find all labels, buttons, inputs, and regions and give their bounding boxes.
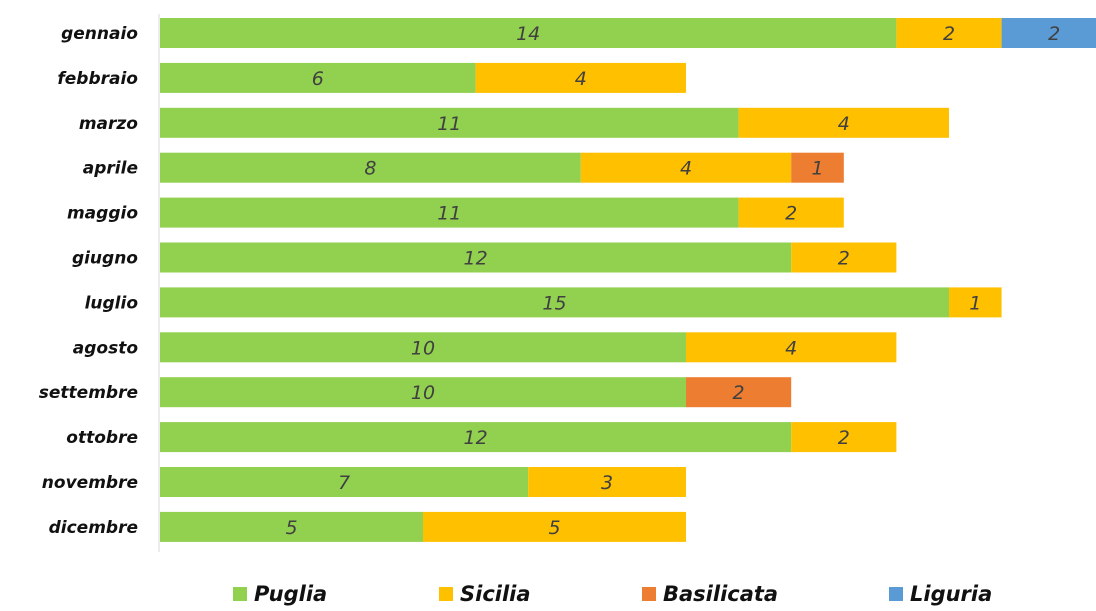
- category-label-marzo: marzo: [79, 114, 138, 134]
- legend-label-puglia: Puglia: [254, 582, 328, 606]
- data-label-sicilia-febbraio: 4: [575, 68, 587, 90]
- legend-label-basilicata: Basilicata: [663, 582, 779, 606]
- data-label-sicilia-aprile: 4: [680, 158, 692, 180]
- bar-puglia-dicembre: [160, 511, 423, 542]
- bar-sicilia-febbraio: [475, 62, 686, 93]
- bar-puglia-marzo: [160, 107, 739, 138]
- bar-sicilia-gennaio: [896, 18, 1002, 48]
- data-label-basilicata-aprile: 1: [811, 158, 823, 180]
- bar-puglia-ottobre: [160, 422, 792, 453]
- bar-puglia-maggio: [160, 197, 739, 228]
- bar-liguria-gennaio: [1001, 18, 1096, 48]
- legend-swatch-sicilia: [439, 587, 453, 601]
- bar-sicilia-luglio: [949, 287, 1002, 318]
- bar-puglia-gennaio: [160, 18, 897, 48]
- bar-basilicata-aprile: [791, 152, 844, 183]
- bar-puglia-agosto: [160, 332, 686, 363]
- category-label-agosto: agosto: [73, 338, 139, 358]
- bar-puglia-aprile: [160, 152, 581, 183]
- category-label-ottobre: ottobre: [66, 428, 138, 448]
- legend-label-liguria: Liguria: [910, 582, 993, 606]
- bar-sicilia-ottobre: [791, 422, 897, 453]
- data-label-puglia-settembre: 10: [411, 382, 435, 404]
- legend-swatch-puglia: [233, 587, 247, 601]
- data-label-puglia-ottobre: 12: [464, 427, 488, 449]
- legend-label-sicilia: Sicilia: [460, 582, 531, 606]
- category-label-febbraio: febbraio: [57, 69, 138, 89]
- data-label-sicilia-novembre: 3: [601, 472, 613, 494]
- bar-puglia-settembre: [160, 377, 686, 408]
- legend-item-liguria: Liguria: [889, 580, 992, 608]
- bar-puglia-giugno: [160, 242, 792, 273]
- bar-sicilia-novembre: [528, 467, 686, 497]
- category-label-dicembre: dicembre: [49, 518, 138, 538]
- data-label-sicilia-gennaio: 2: [943, 23, 955, 45]
- legend: Puglia Sicilia Basilicata Liguria: [0, 580, 1096, 608]
- legend-item-sicilia: Sicilia: [439, 580, 531, 608]
- data-label-sicilia-dicembre: 5: [548, 517, 560, 539]
- data-label-sicilia-giugno: 2: [838, 248, 850, 270]
- bars-group: [160, 18, 1096, 542]
- category-labels: gennaio febbraio marzo aprile maggio giugno lu…: [39, 24, 139, 538]
- data-label-puglia-luglio: 15: [542, 292, 566, 314]
- data-label-sicilia-ottobre: 2: [838, 427, 850, 449]
- category-label-aprile: aprile: [83, 159, 138, 179]
- bar-sicilia-giugno: [791, 242, 897, 273]
- data-label-basilicata-settembre: 2: [733, 382, 745, 404]
- data-label-puglia-marzo: 11: [437, 113, 461, 135]
- data-label-puglia-maggio: 11: [437, 203, 461, 225]
- category-label-maggio: maggio: [67, 204, 138, 224]
- bar-puglia-novembre: [160, 467, 529, 497]
- bar-puglia-febbraio: [160, 62, 476, 93]
- bar-sicilia-marzo: [738, 107, 949, 138]
- category-label-settembre: settembre: [39, 383, 138, 403]
- data-label-puglia-agosto: 10: [411, 337, 435, 359]
- bar-sicilia-maggio: [738, 197, 844, 228]
- bar-sicilia-dicembre: [423, 511, 686, 542]
- chart-plot: gennaio febbraio marzo aprile maggio giugno lu…: [39, 14, 1096, 552]
- data-label-puglia-febbraio: 6: [312, 68, 324, 90]
- data-label-liguria-gennaio: 2: [1048, 23, 1060, 45]
- legend-swatch-liguria: [889, 587, 903, 601]
- category-label-novembre: novembre: [42, 473, 138, 493]
- legend-item-basilicata: Basilicata: [642, 580, 778, 608]
- bar-sicilia-agosto: [686, 332, 897, 363]
- data-label-sicilia-marzo: 4: [838, 113, 850, 135]
- data-label-sicilia-agosto: 4: [785, 337, 797, 359]
- legend-swatch-basilicata: [642, 587, 656, 601]
- category-label-giugno: giugno: [72, 249, 138, 269]
- data-label-puglia-novembre: 7: [338, 472, 350, 494]
- data-label-puglia-dicembre: 5: [285, 517, 297, 539]
- category-label-gennaio: gennaio: [61, 24, 138, 44]
- data-label-sicilia-luglio: 1: [969, 292, 981, 314]
- data-label-sicilia-maggio: 2: [785, 203, 797, 225]
- data-labels: 14 2 26 411 48 4 111 212 215 110 410 212 27 35 5: [285, 23, 1060, 539]
- bar-sicilia-aprile: [580, 152, 792, 183]
- data-label-puglia-giugno: 12: [464, 248, 488, 270]
- bar-basilicata-settembre: [686, 377, 792, 408]
- legend-item-puglia: Puglia: [233, 580, 327, 608]
- data-label-puglia-aprile: 8: [364, 158, 376, 180]
- data-label-puglia-gennaio: 14: [516, 23, 540, 45]
- category-label-luglio: luglio: [85, 293, 139, 313]
- bar-puglia-luglio: [160, 287, 949, 318]
